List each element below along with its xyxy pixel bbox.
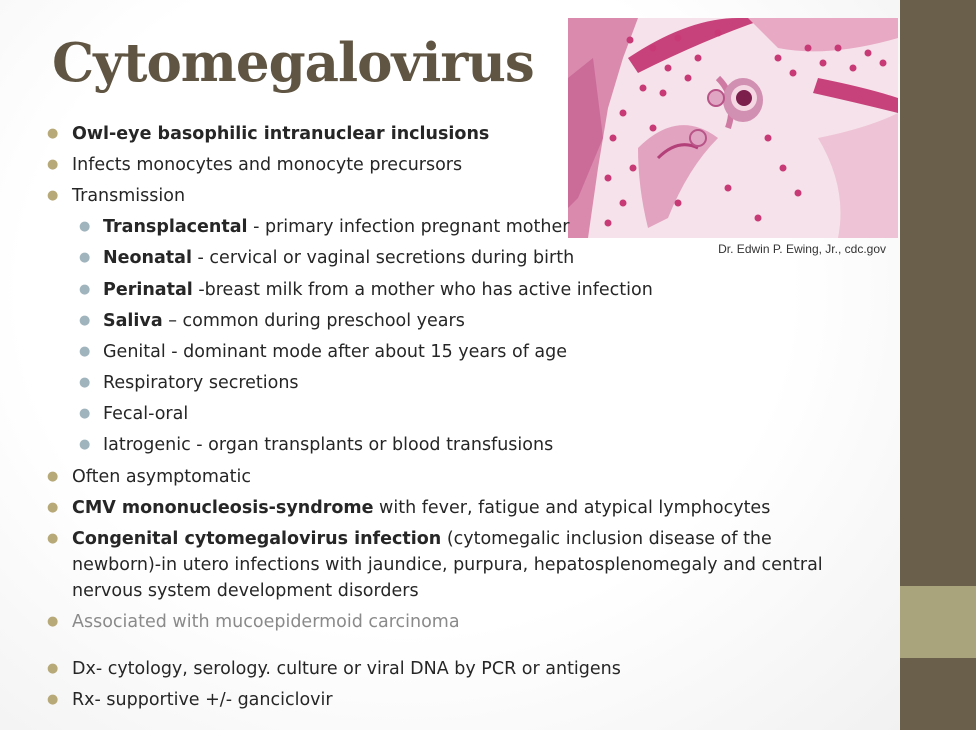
micrograph-owl-eye-cell-icon [568, 18, 898, 238]
sub-bullet-text: Genital - dominant mode after about 15 y… [103, 342, 568, 362]
sub-bullet-dot-icon: ● [79, 437, 91, 452]
bullet-text: Rx- supportive +/- ganciclovir [72, 690, 333, 710]
bullet-bold-text: Congenital cytomegalovirus infection [72, 529, 442, 549]
sub-bullet-dot-icon: ● [79, 313, 91, 328]
sidebar-light-accent [900, 586, 976, 658]
bullet-dot-icon: ● [47, 614, 59, 629]
sub-bullet-dot-icon: ● [79, 375, 91, 390]
sub-bullet-bold-text: Saliva [103, 311, 163, 331]
bullet-dot-icon: ● [47, 692, 59, 707]
bullet-dot-icon: ● [47, 661, 59, 676]
sub-bullet-text: -breast milk from a mother who has activ… [192, 280, 653, 300]
bullet-dot-icon: ● [47, 469, 59, 484]
micrograph-image [568, 18, 898, 238]
sub-bullet-text: Fecal-oral [103, 404, 189, 424]
sub-bullet-bold-text: Neonatal [103, 248, 192, 268]
bullet-dot-icon: ● [47, 500, 59, 515]
bullet-text: Infects monocytes and monocyte precursor… [72, 155, 463, 175]
sub-bullet-text: Iatrogenic - organ transplants or blood … [103, 435, 554, 455]
sub-bullet-text: – common during preschool years [162, 311, 465, 331]
sub-bullet-dot-icon: ● [79, 282, 91, 297]
sub-bullet-text: Respiratory secretions [103, 373, 299, 393]
sub-bullet-text: - cervical or vaginal secretions during … [191, 248, 575, 268]
sub-bullet-text: - primary infection pregnant mother [247, 217, 570, 237]
bullet-text: Dx- cytology, serology. culture or viral… [72, 659, 621, 679]
bullet-bold-text: CMV mononucleosis-syndrome [72, 498, 374, 518]
image-caption: Dr. Edwin P. Ewing, Jr., cdc.gov [718, 242, 886, 256]
sub-bullet-dot-icon: ● [79, 219, 91, 234]
sub-bullet-bold-text: Perinatal [103, 280, 193, 300]
bullet-dot-icon: ● [47, 126, 59, 141]
bullet-dot-icon: ● [47, 531, 59, 546]
bullet-text: Often asymptomatic [72, 467, 251, 487]
bullet-dot-icon: ● [47, 157, 59, 172]
bullet-text: Transmission [72, 186, 186, 206]
bullet-dot-icon: ● [47, 188, 59, 203]
bullet-bold-text: Owl-eye basophilic intranuclear inclusio… [72, 124, 490, 144]
sub-bullet-dot-icon: ● [79, 250, 91, 265]
bullet-text: Associated with mucoepidermoid carcinoma [72, 612, 460, 632]
sub-bullet-dot-icon: ● [79, 344, 91, 359]
bullet-text: with fever, fatigue and atypical lymphoc… [373, 498, 771, 518]
sub-bullet-dot-icon: ● [79, 406, 91, 421]
sub-bullet-bold-text: Transplacental [103, 217, 248, 237]
bullet-text: (cytomegalic inclusion disease of the ne… [72, 529, 823, 601]
slide-title: Cytomegalovirus [52, 32, 535, 94]
